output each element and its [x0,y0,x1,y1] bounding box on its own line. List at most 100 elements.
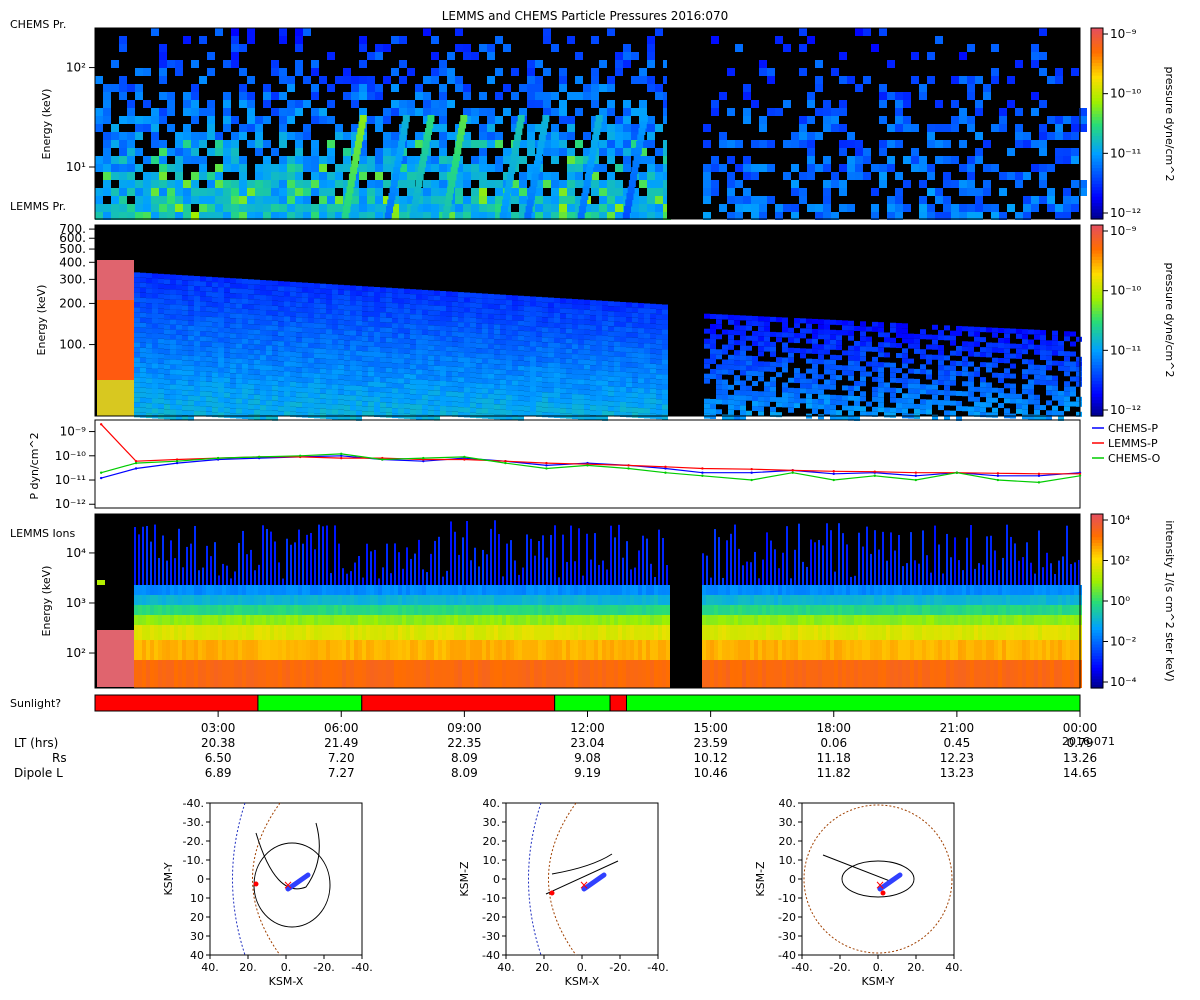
lemms-cell [176,349,182,355]
lemms-cell [1058,400,1064,406]
chems-cell [207,132,215,140]
lemms-cell [890,342,896,348]
lemms-cell [518,375,524,381]
lemms-cell [638,333,644,339]
lemms-cell [272,290,278,296]
lemms-cell [572,414,578,420]
chems-cell [727,212,735,220]
chems-cell [455,172,463,180]
lemms-cell [560,403,566,409]
lemms-cell [548,387,554,393]
lemms-cell [578,364,584,370]
lemms-cell [854,325,860,331]
lemms-cell [866,336,872,342]
series-point [873,474,876,477]
lemms-cell [602,400,608,406]
chems-cell [279,140,287,148]
chems-streak [346,186,354,194]
lemms-cell [392,383,398,389]
chems-cell [719,92,727,100]
lemms-cell [842,395,848,401]
lemms-cell [290,301,296,307]
lemms-cell [1046,355,1052,361]
chems-cell [1063,204,1071,212]
lemms-cell [824,349,830,355]
lemms-cell [308,337,314,343]
colorbar-step [1091,279,1103,283]
lemms-cell [458,292,464,298]
lemms-cell [524,391,530,397]
lemms-cell [1010,353,1016,359]
chems-cell [207,188,215,196]
ions-band-cell [166,615,170,625]
lemms-cell [1022,404,1028,410]
series-point [701,467,704,470]
lemms-cell [308,297,314,303]
lemms-cell [830,384,836,390]
colorbar-step [1091,285,1103,290]
chems-cell [359,164,367,172]
lemms-cell [566,318,572,324]
colorbar-step [1091,126,1103,131]
sunlight-label: Sunlight? [10,697,61,710]
lemms-cell [380,362,386,368]
lemms-cell [884,352,890,358]
chems-cell [167,204,175,212]
lemms-cell [770,316,776,322]
chems-cell [991,76,999,84]
colorbar-step [1091,371,1103,376]
y-tick-label: 400. [59,255,86,269]
lemms-cell [836,365,842,371]
lemms-cell [1034,414,1040,420]
lemms-cell [548,337,554,343]
chems-cell [215,172,223,180]
chems-cell [319,188,327,196]
lemms-cell [1064,356,1070,362]
lemms-cell [824,399,830,405]
lemms-cell [806,328,812,334]
chems-cell [567,124,575,132]
lemms-cell [632,307,638,313]
lemms-cell [320,283,326,289]
chems-cell [399,212,407,220]
lemms-cell [332,309,338,315]
lemms-cell [140,312,146,318]
lemms-cell [404,348,410,354]
chems-cell [1039,180,1047,188]
lemms-cell [824,344,830,350]
chems-cell [295,60,303,68]
lemms-cell [296,332,302,338]
chems-cell [799,68,807,76]
lemms-cell [290,371,296,377]
lemms-cell [206,331,212,337]
lemms-cell [902,358,908,364]
lemms-cell [878,397,884,403]
lemms-cell [254,279,260,285]
lemms-cell [1052,335,1058,341]
lemms-cell [350,330,356,336]
chems-cell [567,164,575,172]
lemms-cell [878,387,884,393]
lemms-cell [320,288,326,294]
lemms-cell [584,334,590,340]
lemms-cell [656,339,662,345]
colorbar-step [1091,240,1103,245]
lemms-cell [356,360,362,366]
chems-cell [615,188,623,196]
chems-cell [167,100,175,108]
chems-cell [911,164,919,172]
chems-plot-frame [94,27,1081,220]
lemms-cell [542,352,548,358]
chems-cell [335,76,343,84]
lemms-cell [632,397,638,403]
lemms-cell [266,335,272,341]
lemms-cell [554,387,560,393]
lemms-cell [380,382,386,388]
lemms-cell [434,365,440,371]
chems-cell [815,164,823,172]
lemms-cell [404,298,410,304]
colorbar-step [1091,136,1103,141]
lemms-cell [602,315,608,321]
lemms-cell [614,376,620,382]
lemms-cell [980,407,986,413]
